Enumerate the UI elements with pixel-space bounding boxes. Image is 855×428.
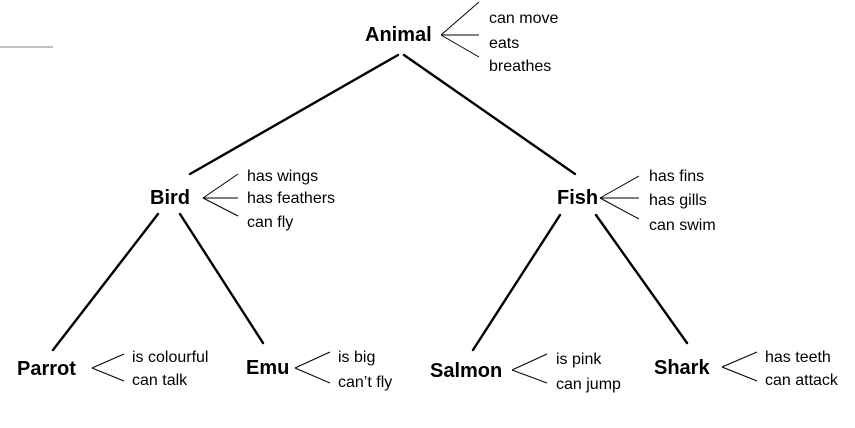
property-shark-0: has teeth bbox=[765, 349, 831, 366]
node-emu: Emu is big can’t fly bbox=[246, 349, 392, 391]
node-label-shark: Shark bbox=[654, 357, 710, 379]
property-parrot-1: can talk bbox=[132, 372, 188, 389]
property-shark-1: can attack bbox=[765, 372, 839, 389]
property-fan-salmon bbox=[511, 353, 548, 384]
node-label-parrot: Parrot bbox=[17, 358, 76, 380]
property-animal-1: eats bbox=[489, 35, 519, 52]
property-fan-bird bbox=[202, 173, 239, 217]
property-fan-parrot bbox=[91, 353, 125, 382]
node-shark: Shark has teeth can attack bbox=[654, 349, 839, 389]
edge-animal-fish bbox=[402, 53, 577, 176]
property-bird-2: can fly bbox=[247, 214, 293, 231]
node-salmon: Salmon is pink can jump bbox=[430, 351, 621, 393]
edge-fish-salmon bbox=[471, 213, 562, 352]
property-fan-shark bbox=[721, 351, 758, 382]
node-label-emu: Emu bbox=[246, 357, 289, 379]
node-label-salmon: Salmon bbox=[430, 360, 502, 382]
edge-bird-emu bbox=[178, 212, 265, 345]
property-bird-1: has feathers bbox=[247, 190, 335, 207]
node-animal: Animal can move eats breathes bbox=[365, 1, 558, 75]
property-fish-1: has gills bbox=[649, 192, 707, 209]
property-fish-0: has fins bbox=[649, 168, 704, 185]
node-label-fish: Fish bbox=[557, 187, 598, 209]
node-label-animal: Animal bbox=[365, 24, 432, 46]
node-parrot: Parrot is colourful can talk bbox=[17, 349, 208, 389]
property-fan-fish bbox=[599, 175, 640, 220]
property-parrot-0: is colourful bbox=[132, 349, 208, 366]
property-fish-2: can swim bbox=[649, 217, 716, 234]
property-salmon-1: can jump bbox=[556, 376, 621, 393]
edge-animal-bird bbox=[188, 53, 400, 176]
property-animal-2: breathes bbox=[489, 58, 551, 75]
node-bird: Bird has wings has feathers can fly bbox=[150, 168, 335, 231]
property-fan-emu bbox=[294, 351, 331, 384]
tree-edges bbox=[51, 53, 689, 352]
property-emu-0: is big bbox=[338, 349, 375, 366]
property-fan-animal bbox=[440, 1, 480, 58]
property-emu-1: can’t fly bbox=[338, 374, 392, 391]
property-animal-0: can move bbox=[489, 10, 558, 27]
property-salmon-0: is pink bbox=[556, 351, 602, 368]
node-fish: Fish has fins has gills can swim bbox=[557, 168, 716, 234]
edge-fish-shark bbox=[594, 213, 689, 345]
node-label-bird: Bird bbox=[150, 187, 190, 209]
edge-bird-parrot bbox=[51, 212, 160, 352]
property-bird-0: has wings bbox=[247, 168, 318, 185]
